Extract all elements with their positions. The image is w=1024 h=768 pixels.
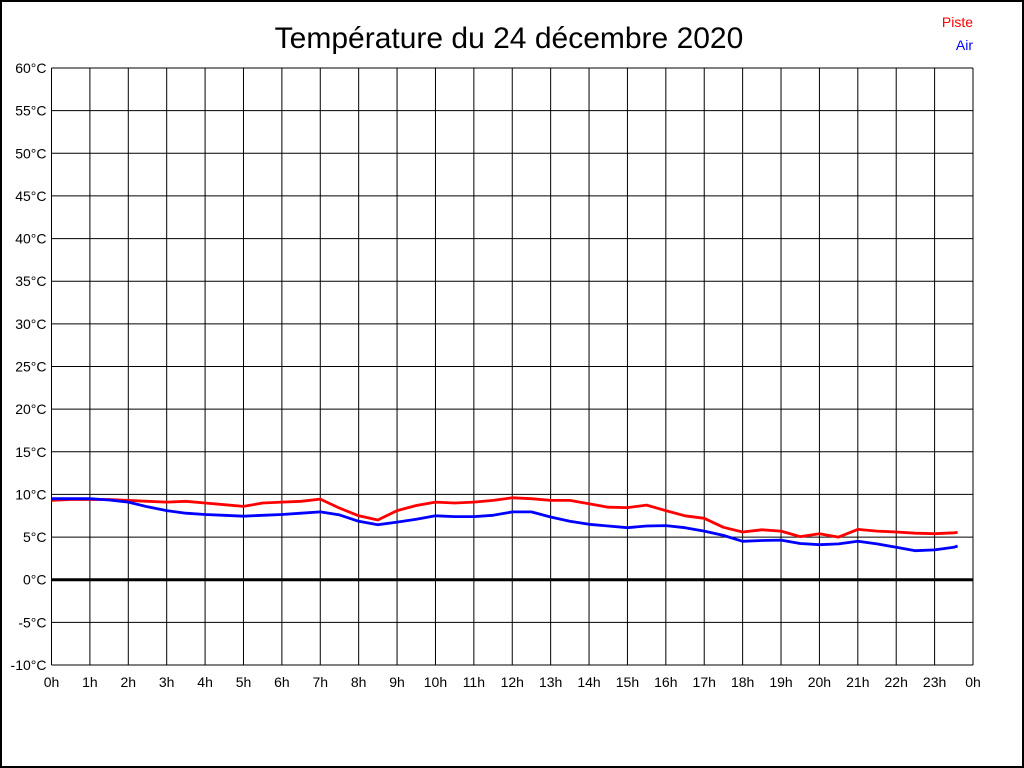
x-tick-label: 17h bbox=[693, 674, 716, 690]
y-tick-label: 35°C bbox=[15, 273, 46, 289]
x-tick-label: 7h bbox=[312, 674, 328, 690]
x-tick-label: 18h bbox=[731, 674, 754, 690]
x-tick-label: 16h bbox=[654, 674, 677, 690]
x-tick-label: 0h bbox=[44, 674, 60, 690]
x-tick-label: 0h bbox=[965, 674, 981, 690]
y-tick-label: 60°C bbox=[15, 60, 46, 76]
y-axis-tick-labels: 60°C 55°C 50°C 45°C 40°C 35°C 30°C 25°C 20°C 15°C… bbox=[11, 60, 47, 673]
x-tick-label: 8h bbox=[351, 674, 367, 690]
x-tick-label: 4h bbox=[197, 674, 213, 690]
legend-piste-label: Piste bbox=[942, 14, 973, 30]
y-tick-label: 10°C bbox=[15, 486, 46, 502]
x-tick-label: 20h bbox=[808, 674, 831, 690]
y-tick-label: 45°C bbox=[15, 188, 46, 204]
y-tick-label: 0°C bbox=[23, 572, 47, 588]
x-tick-label: 13h bbox=[539, 674, 562, 690]
data-series-lines bbox=[51, 496, 959, 553]
x-tick-label: 9h bbox=[389, 674, 405, 690]
x-tick-label: 23h bbox=[923, 674, 946, 690]
x-tick-label: 10h bbox=[424, 674, 447, 690]
y-tick-label: 40°C bbox=[15, 231, 46, 247]
x-tick-label: 12h bbox=[501, 674, 524, 690]
x-tick-label: 22h bbox=[885, 674, 908, 690]
y-tick-label: 25°C bbox=[15, 359, 46, 375]
grid-lines bbox=[51, 67, 974, 666]
y-tick-label: -10°C bbox=[11, 657, 47, 673]
y-tick-label: 20°C bbox=[15, 401, 46, 417]
x-tick-label: 3h bbox=[159, 674, 175, 690]
x-tick-label: 6h bbox=[274, 674, 290, 690]
x-axis-tick-labels: 0h 1h 2h 3h 4h 5h 6h 7h 8h 9h 10h 11h 12h 13h 14h 15h 16… bbox=[44, 674, 981, 690]
y-tick-label: 55°C bbox=[15, 103, 46, 119]
x-tick-label: 14h bbox=[577, 674, 600, 690]
y-tick-label: 15°C bbox=[15, 444, 46, 460]
legend-air-label: Air bbox=[956, 37, 973, 53]
x-tick-label: 2h bbox=[121, 674, 137, 690]
y-tick-label: -5°C bbox=[18, 614, 46, 630]
x-tick-label: 11h bbox=[463, 674, 485, 690]
y-tick-label: 5°C bbox=[23, 529, 47, 545]
x-tick-label: 5h bbox=[236, 674, 252, 690]
page-title: Température du 24 décembre 2020 bbox=[275, 22, 744, 55]
x-tick-label: 1h bbox=[82, 674, 98, 690]
x-tick-label: 15h bbox=[616, 674, 639, 690]
x-tick-label: 21h bbox=[846, 674, 869, 690]
x-tick-label: 19h bbox=[769, 674, 792, 690]
series-line-air bbox=[51, 497, 959, 553]
y-tick-label: 50°C bbox=[15, 145, 46, 161]
y-tick-label: 30°C bbox=[15, 316, 46, 332]
series-line-piste bbox=[51, 496, 958, 539]
